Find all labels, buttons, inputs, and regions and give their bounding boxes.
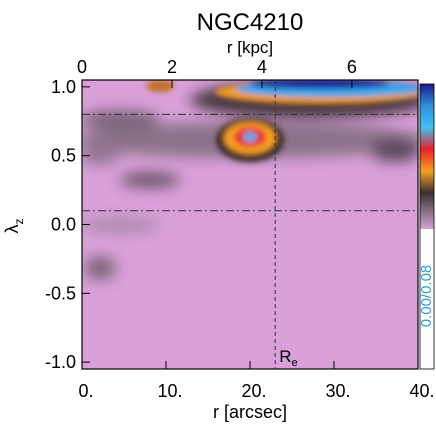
heatmap-image [82,80,418,369]
y-tick-label: 0.5 [51,146,76,166]
y-tick-label: -1.0 [45,352,76,372]
colorbar [420,84,434,229]
x2-tick-label: 0 [77,57,87,77]
y-tick-label: 1.0 [51,77,76,97]
y-axis-label-main: λ [2,225,22,234]
colorbar-frame [419,83,435,370]
x2-tick-label: 4 [257,57,267,77]
x-tick-label: 0. [78,381,93,401]
x2-tick-label: 2 [167,57,177,77]
y-tick-label: 0.0 [51,215,76,235]
x-tick-label: 30. [325,381,350,401]
x2-tick-label: 6 [347,57,357,77]
y-axis-label: λz [2,219,26,234]
x-tick-label: 20. [241,381,266,401]
effective-radius-label-main: R [279,347,291,366]
x-tick-label: 40. [409,381,434,401]
effective-radius-label-sub: e [291,357,297,369]
x-tick-label: 10. [157,381,182,401]
y-axis-label-sub: z [12,219,26,225]
effective-radius-label: Re [279,347,297,369]
chart-title: NGC4210 [197,9,304,36]
x-axis-label: r [arcsec] [213,402,287,422]
y-tick-label: -0.5 [45,283,76,303]
colorbar-label: 0.00/0.08 [418,265,435,328]
x2-axis-label: r [kpc] [227,38,273,57]
